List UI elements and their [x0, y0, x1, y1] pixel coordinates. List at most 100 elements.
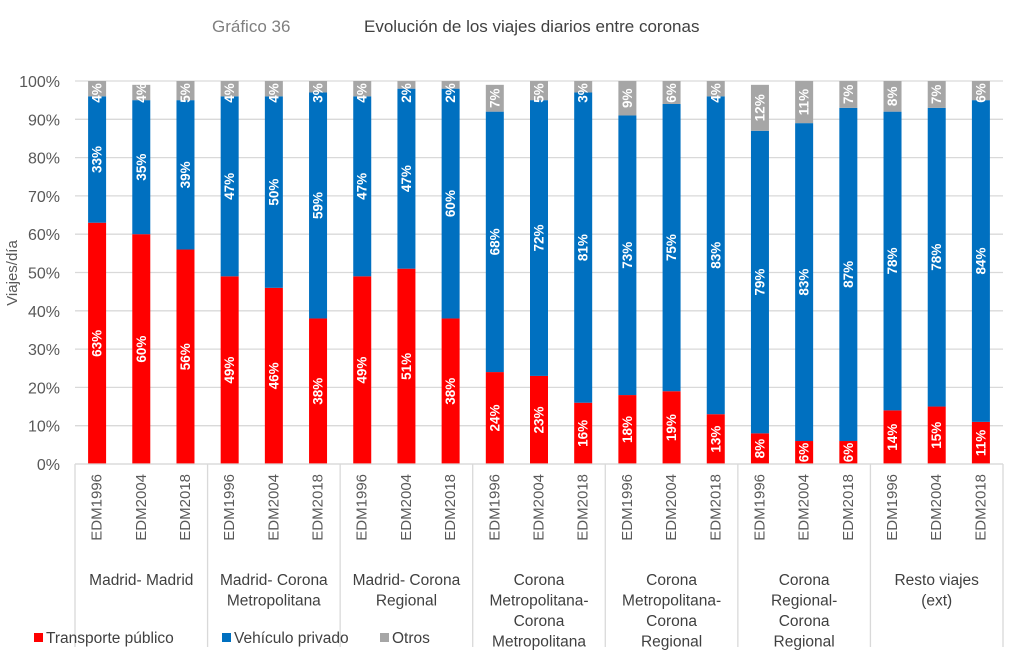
bar-segment-vehiculo-privado: [485, 111, 504, 373]
data-label: 7%: [841, 85, 856, 105]
bar-segment-transporte-publico: [176, 249, 195, 464]
y-tick-label: 50%: [28, 266, 60, 283]
y-tick-label: 40%: [28, 304, 60, 321]
data-label: 8%: [885, 87, 900, 107]
data-label: 35%: [134, 154, 149, 181]
data-label: 4%: [134, 83, 149, 103]
x-category-label: EDM1996: [751, 474, 768, 541]
data-label: 7%: [487, 88, 502, 108]
bar-segment-otros: [176, 81, 195, 101]
chart-number: Gráfico 36: [212, 17, 291, 36]
bar-segment-otros: [309, 81, 328, 93]
data-label: 50%: [266, 179, 281, 206]
y-tick-label: 70%: [28, 189, 60, 206]
data-label: 83%: [708, 242, 723, 269]
x-category-label: EDM1996: [221, 474, 238, 541]
x-group-label: Madrid- Corona Metropolitana: [220, 572, 328, 610]
bar-segment-otros: [971, 81, 990, 101]
x-category-label: EDM2018: [177, 474, 194, 541]
data-label: 2%: [399, 83, 414, 103]
bar-segment-vehiculo-privado: [927, 107, 946, 407]
y-tick-label: 20%: [28, 380, 60, 397]
bar-segment-transporte-publico: [927, 406, 946, 464]
bar-segment-otros: [530, 81, 548, 101]
legend-label: Otros: [392, 630, 430, 647]
bar-stack: 15% 78% 7%: [927, 81, 946, 464]
legend-label: Transporte público: [46, 630, 174, 647]
data-label: 9%: [620, 88, 635, 108]
data-label: 15%: [929, 422, 944, 449]
data-label: 87%: [841, 261, 856, 288]
bar-segment-vehiculo-privado: [839, 107, 858, 442]
data-label: 38%: [443, 378, 458, 405]
bar-segment-transporte-publico: [750, 433, 769, 464]
bar-segment-transporte-publico: [839, 441, 858, 464]
bar-segment-vehiculo-privado: [706, 96, 725, 415]
x-group-label: Corona Metropolitana-Corona Metropolitana: [489, 572, 588, 651]
bar-segment-otros: [397, 81, 416, 89]
bar-segment-vehiculo-privado: [176, 100, 195, 250]
data-label: 78%: [929, 244, 944, 271]
chart-header: Gráfico 36 Evolución de los viajes diari…: [0, 17, 1024, 41]
data-label: 6%: [664, 83, 679, 103]
x-category-label: EDM2004: [265, 474, 282, 541]
bar-segment-vehiculo-privado: [397, 88, 416, 269]
y-tick-label: 90%: [28, 112, 60, 129]
bar-segment-otros: [220, 81, 239, 97]
x-category-label: EDM1996: [619, 474, 636, 541]
data-label: 59%: [311, 192, 326, 219]
bar-stack: 38% 60% 2%: [441, 81, 460, 464]
data-label: 81%: [576, 234, 591, 261]
bar-segment-vehiculo-privado: [441, 88, 460, 319]
data-label: 4%: [90, 83, 105, 103]
data-label: 2%: [443, 83, 458, 103]
legend: Transporte público Vehículo privado Otros: [34, 630, 430, 647]
bar-segment-otros: [883, 81, 902, 112]
bar-stack: 38% 59% 3%: [309, 81, 328, 464]
y-tick-label: 30%: [28, 342, 60, 359]
y-axis-title: Viajes/día: [4, 240, 21, 306]
bar-segment-transporte-publico: [220, 276, 239, 464]
y-tick-label: 10%: [28, 419, 60, 436]
bar-segment-otros: [927, 81, 946, 108]
x-group-label: Resto viajes (ext): [894, 572, 979, 610]
data-label: 68%: [487, 228, 502, 255]
data-label: 38%: [311, 378, 326, 405]
x-category-label: EDM1996: [89, 474, 106, 541]
bar-segment-transporte-publico: [264, 287, 283, 464]
data-label: 11%: [797, 89, 812, 115]
bar-segment-vehiculo-privado: [309, 92, 328, 319]
x-category-label: EDM1996: [354, 474, 371, 541]
bar-stack: 49% 47% 4%: [220, 81, 239, 464]
data-label: 51%: [399, 353, 414, 380]
bar-segment-transporte-publico: [706, 414, 725, 464]
legend-label: Vehículo privado: [234, 630, 349, 647]
data-label: 16%: [576, 420, 591, 447]
bar-segment-otros: [132, 84, 151, 101]
bar-segment-vehiculo-privado: [132, 100, 151, 235]
data-label: 23%: [532, 406, 547, 433]
data-label: 11%: [973, 430, 988, 456]
bar-segment-otros: [441, 81, 460, 89]
bar-segment-transporte-publico: [485, 372, 504, 464]
data-label: 39%: [178, 161, 193, 188]
bar-stack: 56% 39% 5%: [176, 81, 195, 464]
x-category-label: EDM2004: [663, 474, 680, 541]
data-label: 5%: [178, 83, 193, 103]
bar-segment-otros: [485, 84, 504, 112]
bar-segment-transporte-publico: [530, 375, 548, 464]
data-label: 24%: [487, 405, 502, 432]
x-category-label: EDM2004: [928, 474, 945, 541]
data-label: 6%: [841, 443, 856, 463]
data-label: 13%: [708, 426, 723, 453]
bar-stack: 63% 33% 4%: [88, 81, 107, 464]
data-label: 18%: [620, 416, 635, 443]
bar-segment-otros: [574, 81, 593, 93]
bar-stack: 49% 47% 4%: [353, 81, 372, 464]
data-label: 60%: [443, 190, 458, 217]
data-label: 4%: [355, 83, 370, 103]
x-category-label: EDM1996: [486, 474, 503, 541]
data-label: 47%: [399, 165, 414, 192]
bar-stack: 16% 81% 3%: [574, 81, 593, 464]
y-tick-label: 60%: [28, 227, 60, 244]
